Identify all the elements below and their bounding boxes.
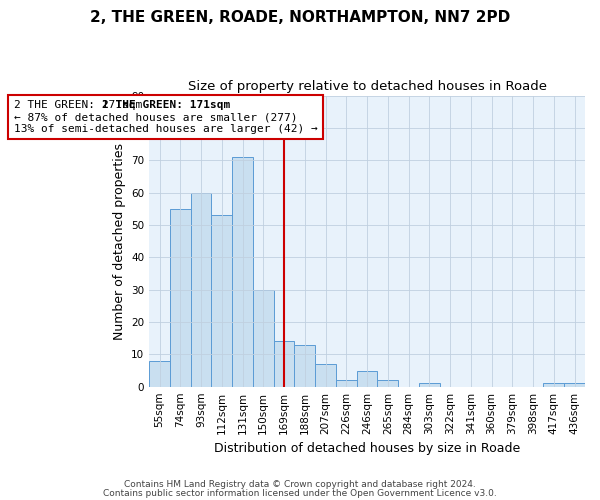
Title: Size of property relative to detached houses in Roade: Size of property relative to detached ho…	[188, 80, 547, 93]
Bar	[149, 361, 170, 386]
Text: 2 THE GREEN: 171sqm
← 87% of detached houses are smaller (277)
13% of semi-detac: 2 THE GREEN: 171sqm ← 87% of detached ho…	[14, 100, 317, 134]
Bar	[274, 342, 295, 386]
Bar	[191, 192, 211, 386]
X-axis label: Distribution of detached houses by size in Roade: Distribution of detached houses by size …	[214, 442, 520, 455]
Y-axis label: Number of detached properties: Number of detached properties	[113, 142, 125, 340]
Bar	[419, 384, 440, 386]
Bar	[564, 384, 585, 386]
Bar	[253, 290, 274, 386]
Text: Contains HM Land Registry data © Crown copyright and database right 2024.: Contains HM Land Registry data © Crown c…	[124, 480, 476, 489]
Bar	[211, 215, 232, 386]
Bar	[315, 364, 336, 386]
Bar	[336, 380, 357, 386]
Text: Contains public sector information licensed under the Open Government Licence v3: Contains public sector information licen…	[103, 488, 497, 498]
Bar	[544, 384, 564, 386]
Bar	[377, 380, 398, 386]
Text: 2, THE GREEN, ROADE, NORTHAMPTON, NN7 2PD: 2, THE GREEN, ROADE, NORTHAMPTON, NN7 2P…	[90, 10, 510, 25]
Bar	[232, 157, 253, 386]
Bar	[295, 344, 315, 387]
Bar	[357, 370, 377, 386]
Bar	[170, 209, 191, 386]
Text: 2 THE GREEN: 171sqm: 2 THE GREEN: 171sqm	[101, 100, 230, 134]
